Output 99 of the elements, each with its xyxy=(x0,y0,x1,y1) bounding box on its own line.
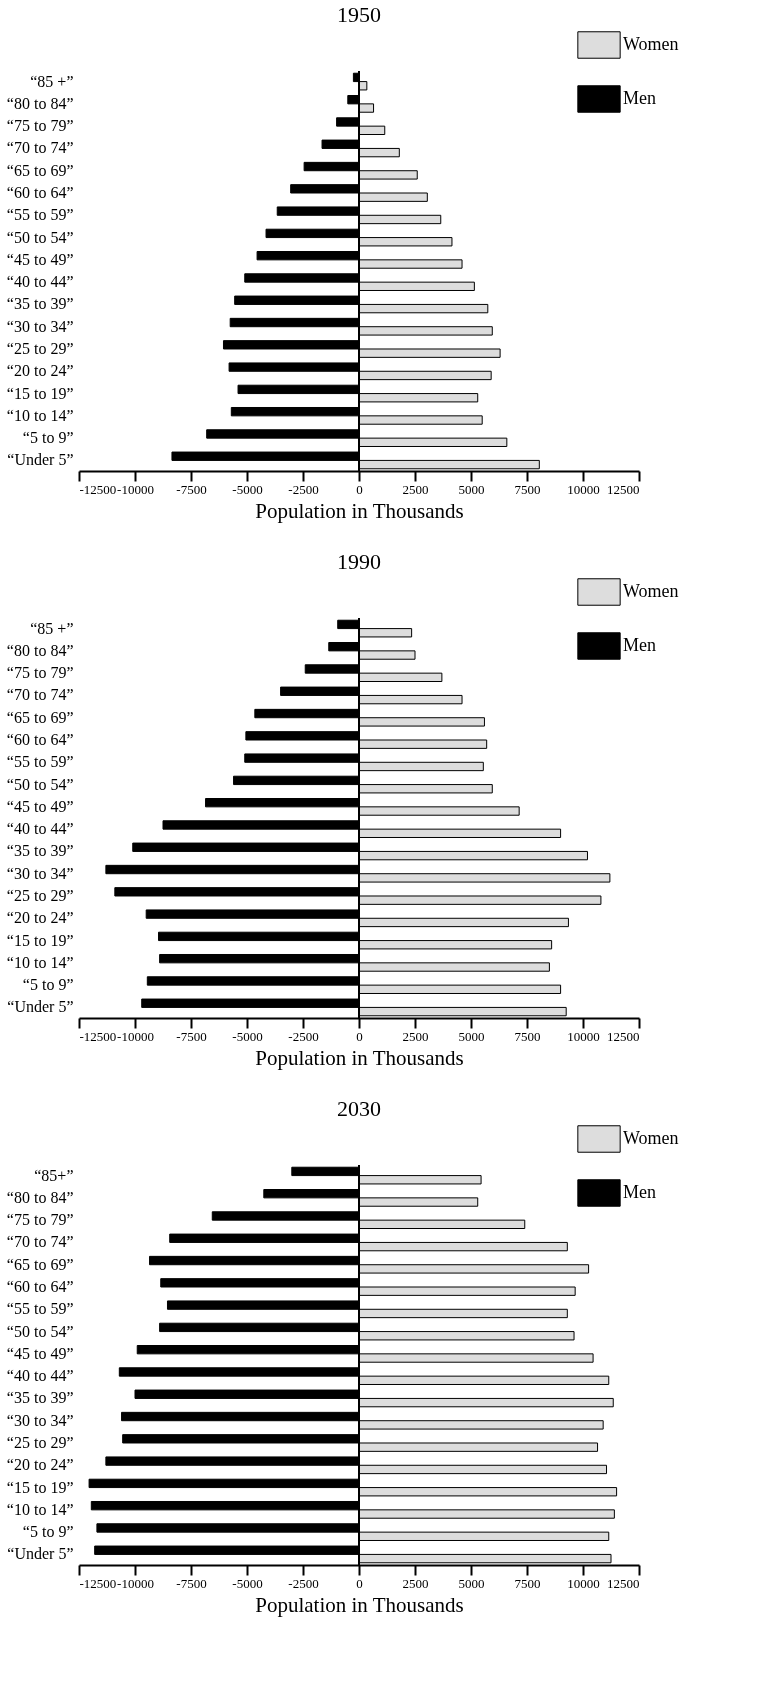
y-tick-label: “30 to 34” xyxy=(6,1411,74,1429)
y-tick-label: “25 to 29” xyxy=(6,886,74,904)
x-tick-label: 2500 xyxy=(402,1028,429,1044)
y-tick-label: “10 to 14” xyxy=(6,1500,74,1518)
y-tick-label: “5 to 9” xyxy=(22,429,74,447)
x-tick-label: -10000 xyxy=(117,1575,154,1591)
x-tick-label: 10000 xyxy=(567,1028,600,1044)
y-tick-label: “65 to 69” xyxy=(6,708,74,726)
y-tick-label: “70 to 74” xyxy=(6,139,74,157)
x-axis-title: Population in Thousands xyxy=(255,1045,464,1070)
chart-title: 2030 xyxy=(337,1096,381,1121)
y-tick-label: “20 to 24” xyxy=(6,362,74,380)
y-tick-label: “75 to 79” xyxy=(6,664,74,682)
x-tick-label: -2500 xyxy=(288,1575,319,1591)
x-tick-label: -12500 xyxy=(79,481,117,497)
y-tick-label: “20 to 24” xyxy=(6,1456,74,1474)
y-tick-label: “60 to 64” xyxy=(6,1278,74,1296)
y-tick-label: “35 to 39” xyxy=(6,1389,74,1407)
y-tick-label: “15 to 19” xyxy=(6,384,74,402)
y-tick-label: “55 to 59” xyxy=(6,206,74,224)
y-tick-label: “Under 5” xyxy=(7,1545,74,1563)
y-tick-label: “15 to 19” xyxy=(6,931,74,949)
x-tick-label: -12500 xyxy=(79,1028,117,1044)
legend-label: Men xyxy=(623,88,656,108)
y-tick-label: “10 to 14” xyxy=(6,953,74,971)
y-tick-label: “75 to 79” xyxy=(6,1211,74,1229)
x-tick-label: 5000 xyxy=(458,1575,485,1591)
y-tick-label: “45 to 49” xyxy=(6,250,74,268)
x-tick-label: 0 xyxy=(356,1575,363,1591)
x-tick-label: -2500 xyxy=(288,1028,319,1044)
legend-label: Women xyxy=(623,1128,679,1148)
y-tick-label: “40 to 44” xyxy=(6,1367,74,1385)
y-tick-label: “25 to 29” xyxy=(6,339,74,357)
x-axis-title: Population in Thousands xyxy=(255,1592,464,1617)
y-tick-label: “80 to 84” xyxy=(6,641,74,659)
x-tick-label: -10000 xyxy=(117,1028,154,1044)
x-tick-label: -7500 xyxy=(176,1575,207,1591)
x-tick-label: 2500 xyxy=(402,481,429,497)
y-tick-label: “30 to 34” xyxy=(6,317,74,335)
y-tick-label: “85 +” xyxy=(30,72,74,90)
y-tick-label: “85+” xyxy=(34,1166,74,1184)
y-tick-label: “70 to 74” xyxy=(6,1233,74,1251)
x-tick-label: 5000 xyxy=(458,481,485,497)
y-tick-label: “35 to 39” xyxy=(6,842,74,860)
y-tick-label: “80 to 84” xyxy=(6,94,74,112)
y-tick-label: “10 to 14” xyxy=(6,406,74,424)
x-tick-label: -10000 xyxy=(117,481,154,497)
x-tick-label: -5000 xyxy=(232,481,263,497)
legend-label: Women xyxy=(623,581,679,601)
chart-title: 1950 xyxy=(337,2,381,27)
y-tick-label: “20 to 24” xyxy=(6,909,74,927)
x-tick-label: -5000 xyxy=(232,1575,263,1591)
x-tick-label: 7500 xyxy=(514,1575,541,1591)
y-tick-label: “60 to 64” xyxy=(6,184,74,202)
y-tick-label: “5 to 9” xyxy=(22,976,74,994)
y-tick-label: “60 to 64” xyxy=(6,731,74,749)
x-tick-label: 12500 xyxy=(607,1028,640,1044)
x-tick-label: 7500 xyxy=(514,1028,541,1044)
y-tick-label: “30 to 34” xyxy=(6,864,74,882)
y-tick-label: “50 to 54” xyxy=(6,775,74,793)
y-tick-label: “50 to 54” xyxy=(6,1322,74,1340)
y-tick-label: “80 to 84” xyxy=(6,1188,74,1206)
y-tick-label: “35 to 39” xyxy=(6,295,74,313)
y-tick-label: “Under 5” xyxy=(7,998,74,1016)
y-tick-label: “50 to 54” xyxy=(6,228,74,246)
y-tick-label: “45 to 49” xyxy=(6,797,74,815)
x-tick-label: 0 xyxy=(356,481,363,497)
y-tick-label: “85 +” xyxy=(30,619,74,637)
y-tick-label: “65 to 69” xyxy=(6,1255,74,1273)
y-tick-label: “15 to 19” xyxy=(6,1478,74,1496)
x-tick-label: 12500 xyxy=(607,1575,640,1591)
y-tick-label: “55 to 59” xyxy=(6,753,74,771)
x-tick-label: 10000 xyxy=(567,481,600,497)
y-tick-label: “45 to 49” xyxy=(6,1344,74,1362)
x-tick-label: 12500 xyxy=(607,481,640,497)
x-axis-title: Population in Thousands xyxy=(255,498,464,523)
x-tick-label: 0 xyxy=(356,1028,363,1044)
x-tick-label: -2500 xyxy=(288,481,319,497)
y-tick-label: “25 to 29” xyxy=(6,1433,74,1451)
y-tick-label: “5 to 9” xyxy=(22,1523,74,1541)
chart-title: 1990 xyxy=(337,549,381,574)
legend-label: Women xyxy=(623,34,679,54)
x-tick-label: -5000 xyxy=(232,1028,263,1044)
x-tick-label: 7500 xyxy=(514,481,541,497)
x-tick-label: -7500 xyxy=(176,1028,207,1044)
y-tick-label: “40 to 44” xyxy=(6,273,74,291)
y-tick-label: “70 to 74” xyxy=(6,686,74,704)
y-tick-label: “75 to 79” xyxy=(6,117,74,135)
y-tick-label: “55 to 59” xyxy=(6,1300,74,1318)
y-tick-label: “40 to 44” xyxy=(6,820,74,838)
x-tick-label: -12500 xyxy=(79,1575,117,1591)
y-tick-label: “Under 5” xyxy=(7,451,74,469)
x-tick-label: 10000 xyxy=(567,1575,600,1591)
x-tick-label: 2500 xyxy=(402,1575,429,1591)
legend-label: Men xyxy=(623,635,656,655)
legend-label: Men xyxy=(623,1182,656,1202)
x-tick-label: 5000 xyxy=(458,1028,485,1044)
x-tick-label: -7500 xyxy=(176,481,207,497)
y-tick-label: “65 to 69” xyxy=(6,161,74,179)
